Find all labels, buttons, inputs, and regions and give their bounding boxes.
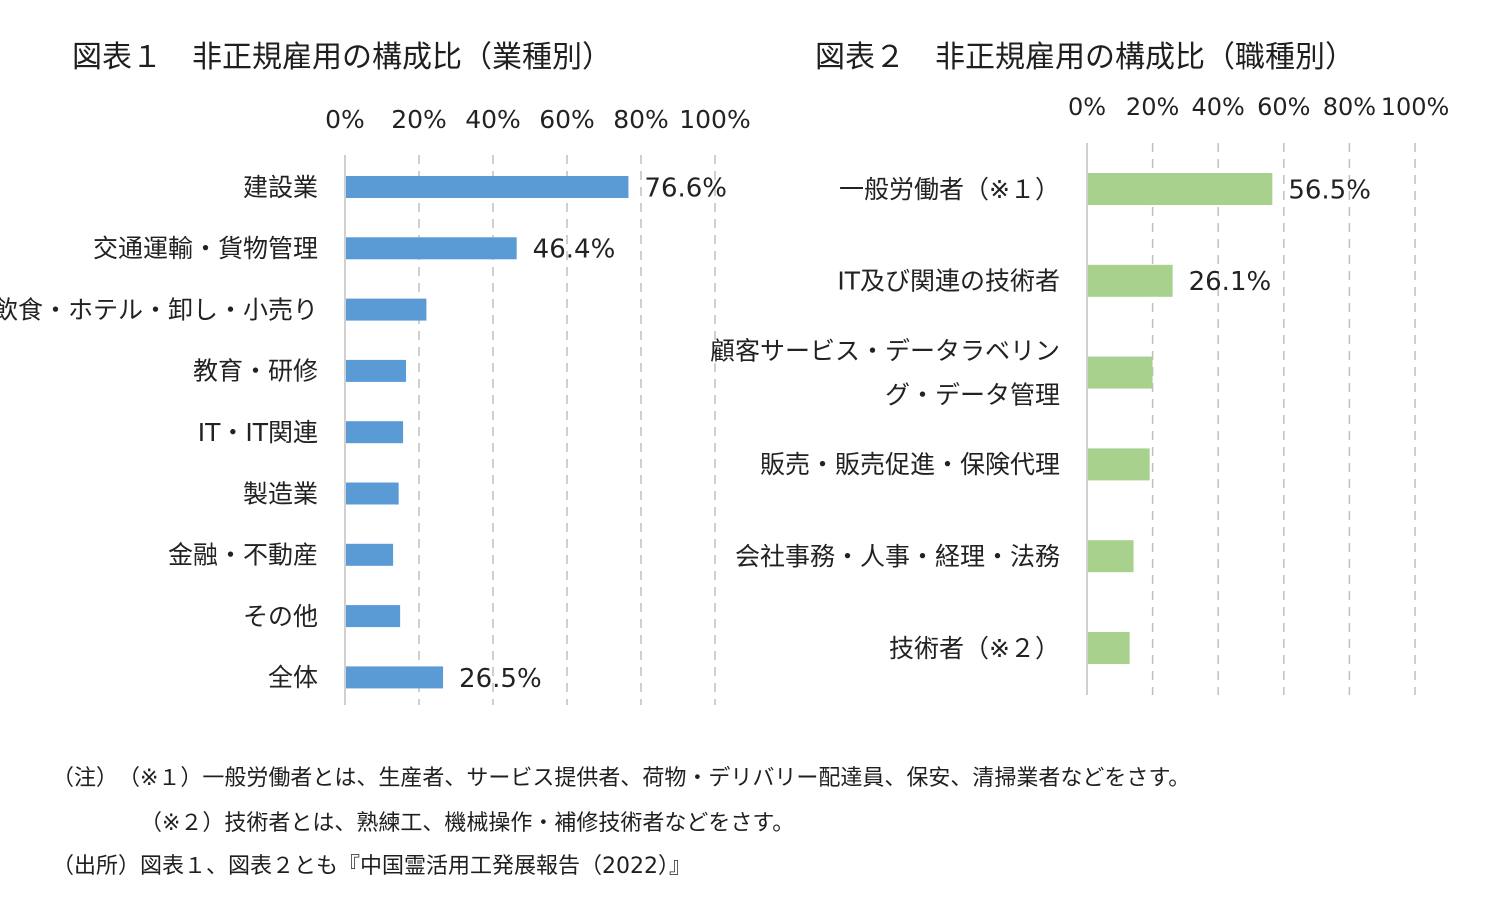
chart1-tick-label: 80% <box>613 105 669 134</box>
chart1-category-label: その他 <box>243 602 318 631</box>
chart1-data-label: 46.4% <box>533 235 616 265</box>
source-note: （出所）図表１、図表２とも『中国霊活用工発展報告（2022）』 <box>52 854 691 879</box>
note-2: （※２）技術者とは、熟練工、機械操作・補修技術者などをさす。 <box>140 811 795 836</box>
chart1-bar <box>346 176 629 198</box>
chart1-category-label: 建設業 <box>243 173 318 202</box>
chart1-bar <box>346 666 444 689</box>
chart1-tick-label: 100% <box>679 105 750 134</box>
chart2-category-label: 技術者（※２） <box>889 634 1060 663</box>
chart1-category-label: 金融・不動産 <box>168 541 318 570</box>
chart1-category-label: IT・IT関連 <box>198 418 318 447</box>
chart2-bar <box>1088 173 1273 205</box>
chart2-category-label: 会社事務・人事・経理・法務 <box>735 542 1060 571</box>
chart2-tick-label: 80% <box>1323 93 1376 121</box>
chart2-category-label: IT及び関連の技術者 <box>837 267 1060 296</box>
chart2-tick-label: 60% <box>1257 93 1310 121</box>
chart2-data-label: 26.1% <box>1189 267 1272 297</box>
chart1-category-label: 飲食・ホテル・卸し・小売り <box>0 295 318 324</box>
chart1-category-label: 全体 <box>268 663 318 692</box>
chart1-bar <box>346 359 407 382</box>
chart1-tick-label: 60% <box>539 105 595 134</box>
chart2-category-label: グ・データ管理 <box>885 380 1060 409</box>
chart1-bar <box>346 605 401 628</box>
chart1-tick-label: 0% <box>325 105 365 134</box>
chart2-bar <box>1088 632 1130 664</box>
chart2-bar <box>1088 448 1150 481</box>
chart2-bar <box>1088 540 1134 573</box>
chart1-category-label: 交通運輸・貨物管理 <box>93 234 318 263</box>
chart2-category-label: 一般労働者（※１） <box>839 175 1060 204</box>
chart1-tick-label: 40% <box>465 105 521 134</box>
chart2-category-label: 顧客サービス・データラベリン <box>710 336 1060 365</box>
chart2-data-label: 56.5% <box>1288 175 1371 205</box>
chart2-tick-label: 100% <box>1381 93 1450 121</box>
chart1-category-label: 教育・研修 <box>193 357 318 386</box>
chart2-category-label: 販売・販売促進・保険代理 <box>760 450 1060 479</box>
chart1-bar <box>346 482 399 505</box>
chart1-data-label: 76.6% <box>644 173 727 203</box>
chart2-tick-label: 0% <box>1068 93 1106 121</box>
chart2-tick-label: 40% <box>1192 93 1245 121</box>
chart2-tick-label: 20% <box>1126 93 1179 121</box>
chart1-title: 図表１ 非正規雇用の構成比（業種別） <box>72 40 612 75</box>
chart1-category-label: 製造業 <box>243 479 318 508</box>
chart1-bar <box>346 237 517 260</box>
chart1-tick-label: 20% <box>391 105 447 134</box>
chart1-bar <box>346 543 394 566</box>
chart2-bar <box>1088 356 1153 389</box>
chart2-bar <box>1088 264 1173 297</box>
chart2-title: 図表２ 非正規雇用の構成比（職種別） <box>815 40 1355 75</box>
chart1-data-label: 26.5% <box>459 664 542 694</box>
chart1-bar <box>346 421 404 444</box>
chart1-bar <box>346 298 427 321</box>
note-1: （注） （※１）一般労働者とは、生産者、サービス提供者、荷物・デリバリー配達員、… <box>52 766 1191 791</box>
